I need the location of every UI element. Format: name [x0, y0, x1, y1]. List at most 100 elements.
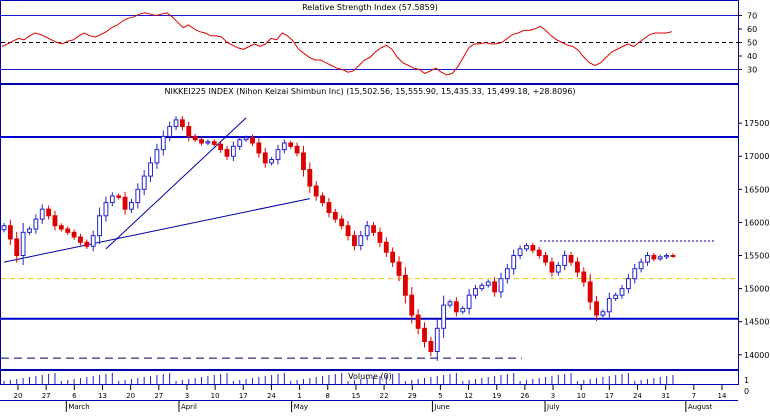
x-day-label: 17	[605, 392, 614, 400]
x-day-label: 29	[408, 392, 417, 400]
x-day-label: 5	[438, 392, 442, 400]
price-tick-label: 15500	[744, 252, 769, 261]
candle-body	[504, 268, 510, 280]
x-month-label: July	[546, 403, 560, 411]
candle-body	[371, 225, 376, 233]
candle-body	[358, 235, 364, 247]
candle-body	[645, 255, 650, 263]
x-day-label: 27	[42, 392, 51, 400]
candle-body	[90, 235, 96, 247]
x-day-label: 20	[126, 392, 135, 400]
candle-body	[218, 143, 224, 151]
candle-body	[415, 314, 421, 329]
candle-body	[301, 152, 306, 170]
candle-body	[97, 215, 102, 237]
candle-body	[326, 202, 332, 213]
candle-body	[364, 225, 370, 237]
candle-body	[625, 278, 631, 290]
x-day-label: 22	[380, 392, 389, 400]
x-day-label: 10	[211, 392, 220, 400]
candle-body	[390, 251, 396, 263]
candle-body	[434, 327, 440, 352]
candle-body	[141, 175, 147, 190]
candle-body	[320, 195, 325, 204]
candle-body	[27, 228, 32, 233]
candle-body	[422, 327, 427, 343]
candle-body	[613, 294, 619, 300]
x-day-label: 3	[185, 392, 189, 400]
candle-body	[383, 241, 389, 253]
candle-body	[307, 168, 313, 187]
x-day-label: 14	[718, 392, 727, 400]
candle-body	[632, 268, 638, 280]
price-tick-label: 16500	[744, 185, 769, 194]
volume-mark: 0	[744, 387, 749, 396]
x-day-label: 20	[14, 392, 23, 400]
candle-body	[205, 141, 211, 144]
candle-body	[396, 261, 402, 276]
candle-body	[651, 255, 657, 260]
candle-body	[332, 211, 338, 220]
price-tick-label: 15000	[744, 285, 769, 294]
candle-body	[555, 264, 561, 273]
candle-body	[20, 231, 26, 257]
candle-body	[568, 255, 574, 263]
candle-body	[492, 281, 498, 293]
candle-body	[530, 245, 536, 251]
x-day-label: 1	[297, 392, 301, 400]
x-month-label: April	[181, 403, 197, 411]
x-day-label: 7	[692, 392, 696, 400]
x-day-label: 3	[551, 392, 555, 400]
price-tick-label: 17500	[744, 119, 769, 128]
candle-body	[160, 135, 166, 151]
rsi-title: Relative Strength Index (57.5859)	[302, 3, 438, 12]
price-tick-label: 14000	[744, 351, 769, 360]
candle-body	[1, 225, 7, 231]
x-month-label: June	[433, 403, 449, 411]
candle-body	[485, 281, 491, 286]
candle-body	[186, 125, 192, 137]
candle-body	[428, 341, 434, 352]
volume-group	[3, 373, 674, 384]
candle-body	[441, 304, 447, 329]
candle-body	[7, 225, 13, 240]
candle-body	[657, 256, 663, 260]
candle-body	[71, 231, 77, 238]
candle-body	[224, 149, 230, 157]
candle-body	[262, 152, 268, 164]
candle-body	[479, 284, 485, 290]
candle-body	[549, 261, 555, 273]
candle-body	[167, 125, 173, 137]
rsi-tick-label: 40	[747, 52, 757, 61]
candle-body	[103, 202, 109, 217]
candle-body	[517, 248, 523, 257]
candle-body	[511, 255, 517, 270]
candle-body	[243, 137, 249, 141]
x-day-label: 8	[326, 392, 330, 400]
candle-body	[14, 238, 20, 257]
candle-body	[294, 145, 300, 154]
candle-body	[199, 139, 204, 144]
candle-body	[129, 202, 134, 210]
candle-body	[39, 208, 45, 220]
x-day-label: 24	[633, 392, 642, 400]
candle-body	[135, 188, 141, 204]
candle-body	[339, 218, 345, 227]
candle-body	[575, 261, 580, 273]
x-day-label: 6	[72, 392, 77, 400]
price-group: 14000 14500 15000 15500 16000 16500 17000 17500	[1, 116, 769, 361]
x-month-label: May	[294, 403, 308, 411]
candle-body	[409, 294, 415, 316]
candle-body	[543, 255, 548, 263]
rsi-tick-label: 50	[747, 39, 757, 48]
trend-line-1	[3, 198, 310, 263]
candle-body	[78, 236, 83, 243]
x-day-label: 19	[492, 392, 501, 400]
candle-body	[524, 245, 529, 250]
candle-body	[281, 142, 287, 151]
price-tick-label: 16000	[744, 218, 769, 227]
candle-body	[256, 142, 262, 154]
candle-body	[638, 261, 644, 270]
